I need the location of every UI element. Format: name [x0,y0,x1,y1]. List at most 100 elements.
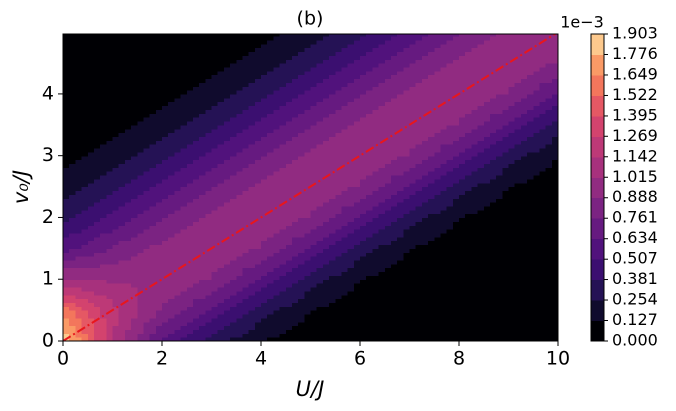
contour-cell [465,294,472,300]
contour-cell [174,313,182,319]
contour-cell [155,259,163,265]
contour-cell [446,290,454,296]
contour-cell [409,244,417,249]
contour-cell [322,178,330,184]
contour-cell [415,302,423,307]
contour-cell [174,263,182,269]
contour-cell [440,194,448,199]
contour-cell [174,117,182,122]
contour-cell [155,144,163,149]
contour-cell [384,117,392,122]
contour-cell [316,155,324,161]
contour-cell [496,186,503,192]
contour-cell [199,240,206,246]
contour-cell [366,290,373,296]
contour-cell [434,232,442,238]
contour-cell [434,229,442,234]
contour-cell [230,290,237,296]
contour-cell [75,120,83,126]
contour-cell [514,279,522,284]
contour-cell [329,313,336,319]
contour-cell [496,140,503,145]
contour-cell [415,286,423,292]
contour-cell [131,147,138,153]
contour-cell [162,236,169,242]
contour-cell [223,171,231,176]
contour-cell [421,182,429,188]
contour-cell [527,202,534,207]
contour-cell [112,120,120,126]
contour-cell [390,198,398,203]
contour-cell [421,147,429,153]
contour-cell [465,186,472,192]
contour-cell [69,93,76,99]
contour-cell [415,225,423,230]
contour-cell [378,190,386,195]
contour-cell [131,144,138,149]
contour-cell [465,337,472,341]
contour-cell [496,248,503,253]
contour-cell [211,217,219,222]
contour-cell [137,182,145,188]
contour-cell [341,202,349,207]
contour-cell [192,120,200,126]
contour-cell [545,217,553,222]
contour-cell [459,298,466,303]
contour-cell [75,205,83,211]
contour-cell [508,263,516,269]
contour-cell [285,298,293,303]
contour-cell [199,248,206,253]
contour-cell [298,171,305,176]
contour-cell [514,259,522,265]
contour-cell [415,279,423,284]
contour-cell [428,124,435,130]
contour-cell [186,306,194,311]
contour-cell [378,93,386,99]
contour-cell [273,283,281,288]
contour-cell [329,213,336,219]
contour-cell [520,313,528,319]
contour-cell [75,240,83,246]
contour-cell [118,267,126,273]
contour-cell [230,256,237,261]
contour-cell [471,128,479,134]
contour-cell [199,93,206,99]
contour-cell [273,333,281,338]
contour-cell [298,147,305,153]
contour-cell [186,209,194,215]
contour-cell [533,205,541,211]
contour-cell [242,232,250,238]
contour-cell [434,286,442,292]
contour-cell [502,317,510,323]
contour-cell [428,248,435,253]
contour-cell [124,310,132,315]
contour-cell [298,325,305,331]
contour-cell [254,283,262,288]
contour-cell [446,124,454,130]
contour-cell [137,198,145,203]
contour-cell [248,174,256,180]
contour-cell [211,310,219,315]
contour-cell [551,128,558,134]
contour-cell [384,105,392,110]
contour-cell [242,313,250,319]
contour-cell [75,298,83,303]
contour-cell [186,286,194,292]
contour-cell [180,283,188,288]
contour-cell [242,101,250,107]
contour-cell [81,136,89,141]
contour-cell [87,186,95,192]
contour-cell [261,205,268,211]
contour-cell [217,313,225,319]
contour-cell [254,256,262,261]
contour-cell [353,144,361,149]
contour-cell [273,124,281,130]
contour-cell [310,329,318,334]
contour-cell [124,294,132,300]
contour-cell [106,182,114,188]
contour-cell [415,252,423,257]
contour-cell [131,178,138,184]
contour-cell [174,209,182,215]
contour-cell [236,225,244,230]
contour-cell [112,128,120,134]
